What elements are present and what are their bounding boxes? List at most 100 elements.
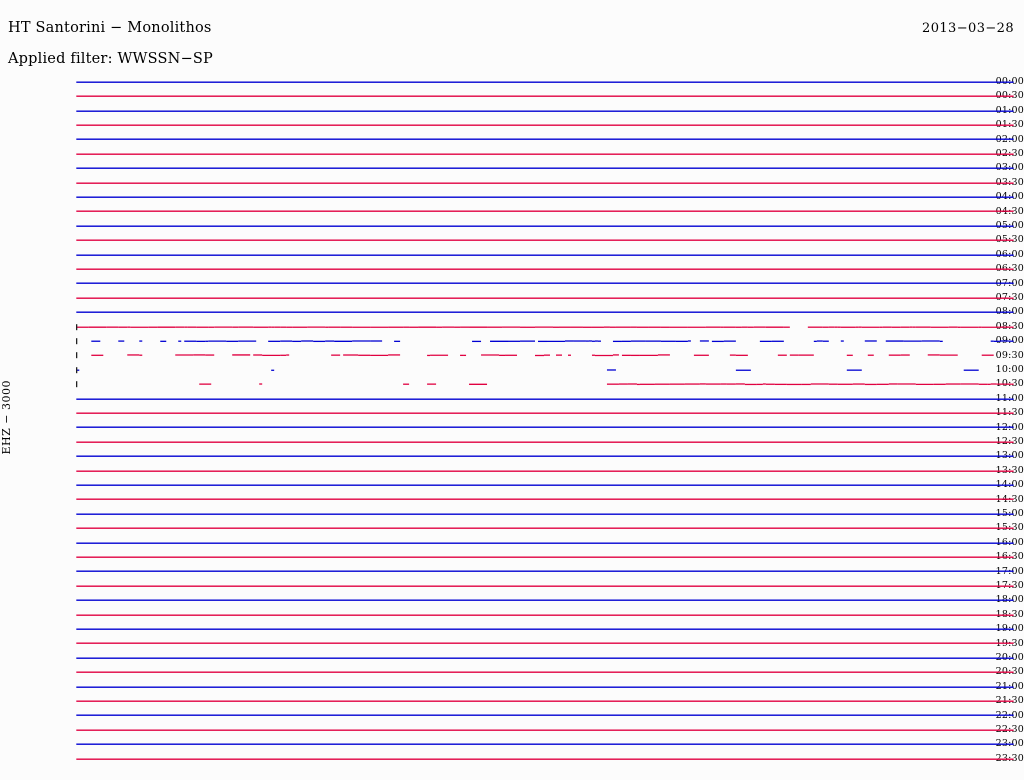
seismic-trace — [76, 441, 1014, 443]
seismic-trace — [76, 498, 1014, 501]
seismic-trace — [76, 614, 1014, 616]
helicorder-row: 17:30 — [0, 579, 1024, 593]
row-time-label: 10:00 — [995, 363, 1024, 375]
helicorder-row: 05:00 — [0, 219, 1024, 233]
helicorder-row: 03:30 — [0, 176, 1024, 190]
helicorder-row: 11:00 — [0, 392, 1024, 406]
seismic-trace — [76, 758, 1014, 760]
seismic-trace — [76, 470, 1014, 472]
helicorder-row: 14:00 — [0, 478, 1024, 492]
seismic-trace — [76, 657, 1014, 659]
seismic-trace — [76, 484, 1014, 486]
helicorder-row: 17:00 — [0, 564, 1024, 578]
page-title: HT Santorini − Monolithos — [8, 20, 212, 36]
helicorder-row: 12:30 — [0, 435, 1024, 449]
helicorder-row: 16:30 — [0, 550, 1024, 564]
seismic-trace — [76, 714, 1014, 717]
seismic-trace — [76, 426, 1014, 429]
helicorder-row: 15:30 — [0, 521, 1024, 535]
helicorder-row: 20:30 — [0, 665, 1024, 679]
helicorder-row: 03:00 — [0, 161, 1024, 175]
seismic-trace — [76, 338, 1014, 345]
helicorder-row: 19:00 — [0, 622, 1024, 636]
helicorder-row: 22:00 — [0, 708, 1024, 722]
seismic-trace — [76, 110, 1014, 112]
helicorder-row: 18:00 — [0, 593, 1024, 607]
seismic-trace — [76, 381, 1014, 388]
seismic-trace — [76, 225, 1014, 227]
seismic-trace — [76, 167, 1014, 170]
seismic-trace — [76, 297, 1014, 299]
helicorder-row: 23:30 — [0, 752, 1024, 766]
helicorder-row: 07:00 — [0, 276, 1024, 290]
seismic-trace — [76, 513, 1014, 515]
seismic-trace — [76, 81, 1014, 83]
helicorder-row: 07:30 — [0, 291, 1024, 305]
seismic-trace — [76, 556, 1014, 558]
seismic-trace — [76, 743, 1014, 746]
seismic-trace — [76, 311, 1014, 314]
seismic-trace — [76, 686, 1014, 688]
helicorder-row: 15:00 — [0, 507, 1024, 521]
helicorder-row: 12:00 — [0, 420, 1024, 434]
helicorder-row: 04:00 — [0, 190, 1024, 204]
seismic-trace — [76, 527, 1014, 530]
seismic-trace — [76, 628, 1014, 630]
seismic-trace — [76, 570, 1014, 573]
helicorder-row: 13:00 — [0, 449, 1024, 463]
helicorder-row: 02:00 — [0, 132, 1024, 146]
helicorder-row: 10:00 — [0, 363, 1024, 377]
seismic-trace — [76, 642, 1014, 645]
helicorder-row: 06:00 — [0, 248, 1024, 262]
seismic-trace — [76, 542, 1014, 544]
helicorder-row: 02:30 — [0, 147, 1024, 161]
seismic-trace — [76, 412, 1014, 414]
helicorder-row: 09:00 — [0, 334, 1024, 348]
helicorder-row: 16:00 — [0, 536, 1024, 550]
seismic-trace — [76, 153, 1014, 155]
seismic-trace — [76, 599, 1014, 602]
seismic-trace — [76, 700, 1014, 702]
helicorder-row: 22:30 — [0, 723, 1024, 737]
seismic-trace — [76, 138, 1014, 141]
helicorder-row: 08:00 — [0, 305, 1024, 319]
seismic-trace — [76, 398, 1014, 400]
seismic-trace — [76, 455, 1014, 458]
seismic-trace — [76, 124, 1014, 126]
helicorder-row: 19:30 — [0, 636, 1024, 650]
recording-date: 2013−03−28 — [922, 21, 1014, 36]
seismic-trace — [76, 95, 1014, 98]
helicorder-row: 06:30 — [0, 262, 1024, 276]
seismic-trace — [76, 182, 1014, 184]
seismic-trace — [76, 323, 1014, 330]
helicorder-row: 00:30 — [0, 89, 1024, 103]
helicorder-row: 10:30 — [0, 377, 1024, 391]
seismic-trace — [76, 585, 1014, 587]
helicorder-row: 01:30 — [0, 118, 1024, 132]
helicorder-row: 18:30 — [0, 608, 1024, 622]
helicorder-row: 23:00 — [0, 737, 1024, 751]
seismic-trace — [76, 210, 1014, 213]
seismic-trace — [76, 366, 979, 373]
helicorder-row: 21:30 — [0, 694, 1024, 708]
helicorder-row: 05:30 — [0, 233, 1024, 247]
helicorder-row: 21:00 — [0, 680, 1024, 694]
seismic-trace — [76, 282, 1014, 285]
seismic-trace — [76, 239, 1014, 242]
seismic-trace — [76, 352, 994, 359]
helicorder-row: 00:00 — [0, 75, 1024, 89]
seismic-trace — [76, 268, 1014, 270]
helicorder-row: 08:30 — [0, 320, 1024, 334]
seismic-trace — [76, 196, 1014, 198]
helicorder-row: 13:30 — [0, 464, 1024, 478]
helicorder-row: 20:00 — [0, 651, 1024, 665]
helicorder-row: 01:00 — [0, 104, 1024, 118]
helicorder-row: 04:30 — [0, 204, 1024, 218]
row-time-label: 09:30 — [995, 349, 1024, 361]
helicorder-row: 14:30 — [0, 492, 1024, 506]
helicorder-row: 09:30 — [0, 348, 1024, 362]
seismic-trace — [76, 729, 1014, 731]
applied-filter-label: Applied filter: WWSSN−SP — [8, 51, 214, 67]
seismic-trace — [76, 254, 1014, 256]
